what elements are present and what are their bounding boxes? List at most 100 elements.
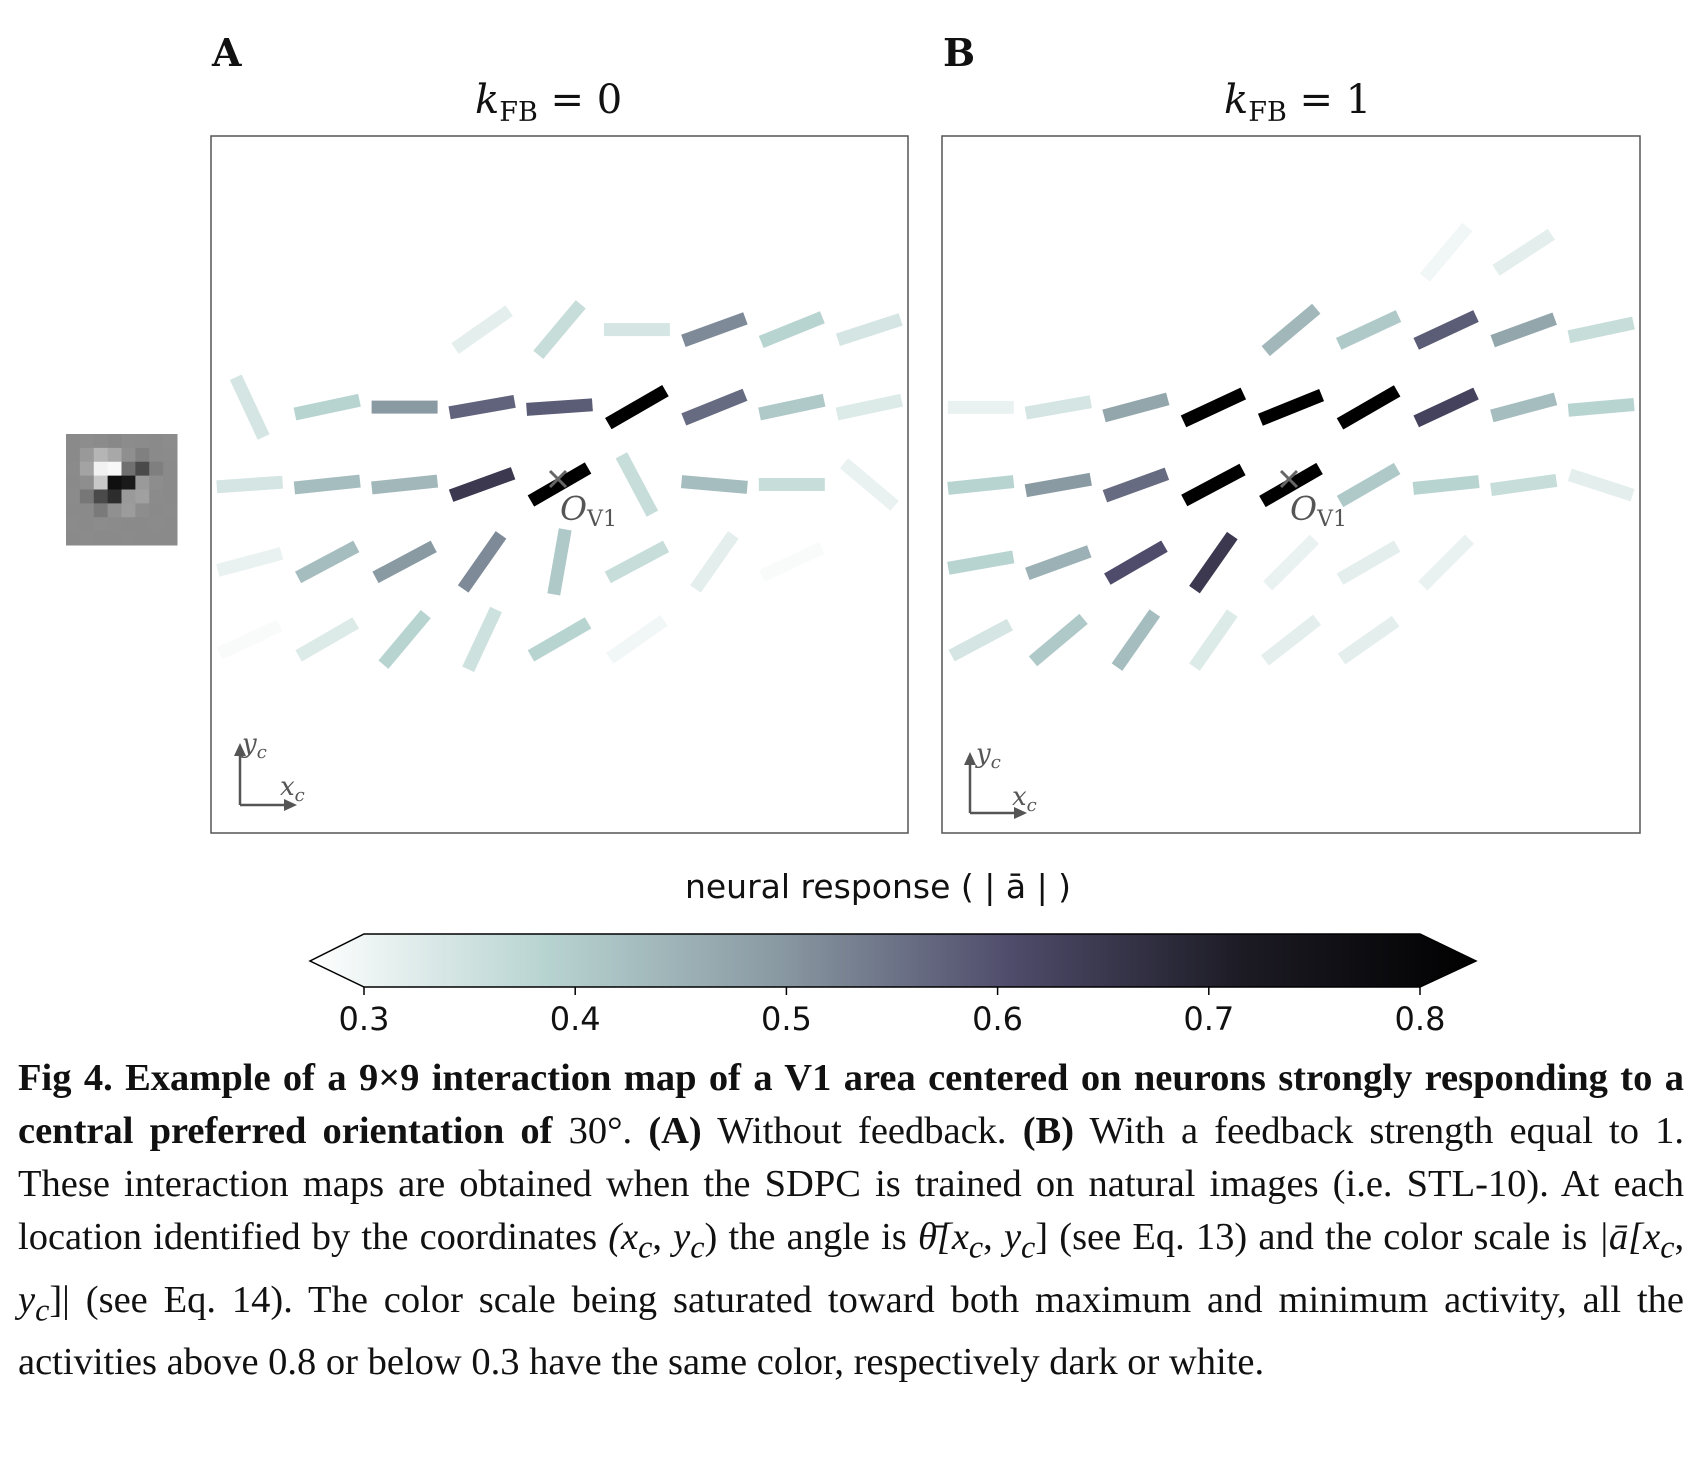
caption-coords-comma: , [652, 1216, 674, 1258]
panel-b-axes-indicator: yc xc [964, 739, 1037, 819]
panel-a-title: kFB = 0 [475, 77, 622, 128]
orientation-segment [680, 475, 748, 494]
caption-a-sub-1: c [1660, 1228, 1675, 1265]
panel-a-xaxis-arrow [284, 799, 297, 811]
patch-pixel [66, 517, 81, 532]
patch-pixel [79, 461, 95, 477]
orientation-segment [835, 393, 903, 421]
orientation-segment [1260, 614, 1322, 666]
caption-coords-close: ) [704, 1216, 718, 1258]
orientation-segment [947, 550, 1015, 575]
orientation-segment [1102, 467, 1170, 503]
orientation-segment [1336, 540, 1401, 585]
orientation-segment [295, 540, 360, 584]
patch-pixel [149, 503, 164, 518]
patch-pixel [149, 489, 164, 504]
colorbar-ticks: 0.3 0.4 0.5 0.6 0.7 0.8 [339, 987, 1445, 1038]
caption-a-comma: , [1674, 1216, 1685, 1258]
patch-pixel [79, 475, 95, 491]
orientation-segment [1567, 398, 1635, 417]
caption-angle-value: 30°. [568, 1110, 633, 1152]
orientation-segment [1030, 689, 1087, 746]
patch-pixel [93, 503, 109, 518]
patch-pixel [121, 447, 136, 463]
orientation-segment [1418, 534, 1475, 591]
patch-pixel [79, 489, 95, 504]
panel-b-yaxis-arrow [964, 752, 976, 765]
panel-b-cross-line-2 [1279, 469, 1299, 489]
panel-a-cross-line-2 [548, 469, 568, 489]
panel-a-xaxis-label: xc [280, 772, 305, 806]
orientation-segment [216, 547, 284, 577]
patch-pixel [66, 531, 81, 546]
patch-pixel [107, 434, 123, 449]
orientation-segment [681, 312, 748, 347]
panel-b-title-sub: FB [1248, 97, 1287, 128]
caption-panel-a: (A) [648, 1110, 702, 1152]
patch-pixel [163, 434, 178, 449]
patch-pixel [66, 461, 81, 477]
orientation-segment [216, 475, 284, 494]
caption-a-y: y [18, 1278, 36, 1321]
orientation-segment [547, 528, 572, 596]
orientation-segment [1569, 230, 1634, 275]
colorbar-label: neural response ( | ā | ) [685, 867, 1071, 906]
orientation-segment [1180, 387, 1247, 428]
patch-pixel [66, 503, 81, 518]
patch-pixel [79, 447, 95, 463]
panel-a-xaxis-x: x [280, 772, 295, 802]
patch-pixel [163, 517, 178, 532]
patch-pixel [163, 475, 178, 491]
panel-b-yaxis-y: y [975, 739, 991, 769]
patch-pixel [93, 434, 109, 449]
patch-pixel [107, 531, 123, 546]
patch-pixel [121, 434, 136, 449]
orientation-segment [1261, 303, 1321, 357]
orientation-segment [1024, 472, 1092, 498]
patch-pixel [93, 517, 109, 532]
orientation-segment [690, 531, 739, 593]
patch-pixel [79, 517, 95, 532]
panel-a: A kFB = 0 OV1 yc xc [210, 30, 909, 834]
orientation-segment [1336, 385, 1401, 430]
caption-coords-sub-1: c [638, 1228, 653, 1265]
orientation-segment [448, 467, 516, 502]
patch-pixel [163, 461, 178, 477]
caption-coords: (xc, yc) [608, 1216, 718, 1265]
patch-pixel [121, 475, 136, 491]
orientation-segment [1109, 688, 1163, 748]
input-patch-image [66, 434, 178, 546]
orientation-segment [451, 305, 513, 354]
orientation-segment [229, 374, 270, 440]
patch-pixel [135, 503, 150, 518]
caption-theta-expr: θ̄[xc, yc] [917, 1216, 1048, 1265]
caption-coords-x: (x [608, 1216, 639, 1258]
panel-b-center-marker: OV1 [1279, 469, 1347, 532]
panel-a-center-sub: V1 [586, 507, 617, 532]
patch-pixel [93, 461, 109, 477]
caption-body-2: the angle is [728, 1216, 907, 1258]
panel-b: B kFB = 1 OV1 yc xc [941, 30, 1641, 834]
orientation-segment [1181, 463, 1246, 507]
patch-pixel [121, 531, 136, 546]
orientation-segment [448, 394, 516, 420]
orientation-segment [1567, 316, 1635, 344]
orientation-segment [1025, 545, 1092, 580]
orientation-segment [457, 531, 507, 593]
panel-a-title-rest: = 0 [538, 77, 622, 123]
caption-theta-x: θ̄[x [917, 1216, 969, 1258]
patch-pixel [135, 461, 150, 477]
orientation-segment [1104, 540, 1168, 585]
patch-pixel [66, 489, 81, 504]
orientation-segment [758, 393, 826, 421]
patch-pixel [79, 531, 95, 546]
orientation-segment [1028, 613, 1088, 667]
orientation-segment [217, 619, 283, 660]
orientation-segment [947, 475, 1015, 495]
patch-pixel [107, 461, 123, 477]
colorbar-tick-label: 0.4 [550, 1000, 601, 1038]
orientation-segment [1413, 387, 1479, 428]
panel-b-center-label: OV1 [1290, 489, 1347, 532]
panel-a-center-O: O [560, 489, 587, 528]
panel-a-yaxis-sub: c [257, 742, 267, 763]
